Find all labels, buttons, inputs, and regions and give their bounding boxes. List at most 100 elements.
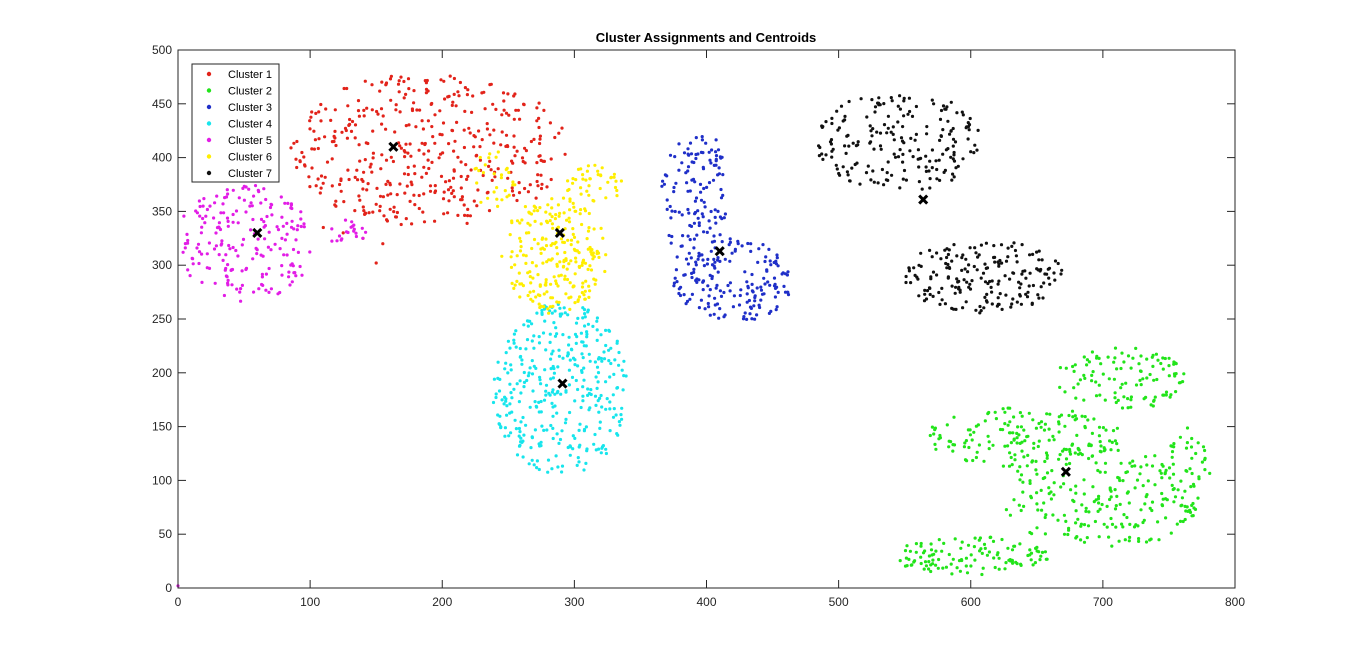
data-point xyxy=(554,213,558,217)
data-point xyxy=(451,176,456,180)
data-point xyxy=(363,158,367,162)
data-point xyxy=(920,187,924,191)
data-point xyxy=(546,458,551,462)
data-point xyxy=(824,120,828,124)
data-point xyxy=(460,195,464,199)
data-point xyxy=(1196,441,1200,445)
data-point xyxy=(759,285,763,289)
data-point xyxy=(1178,381,1182,385)
data-point xyxy=(934,549,938,553)
data-point xyxy=(1164,497,1168,501)
data-point xyxy=(1129,405,1133,409)
data-point xyxy=(572,284,576,288)
data-point xyxy=(530,458,534,462)
data-point xyxy=(1060,268,1064,272)
data-point xyxy=(965,280,969,284)
data-point xyxy=(990,290,994,294)
data-point xyxy=(1136,524,1140,528)
data-point xyxy=(581,385,585,389)
data-point xyxy=(577,265,582,269)
data-point xyxy=(520,218,524,222)
data-point xyxy=(526,221,530,225)
data-point xyxy=(538,141,542,146)
data-point xyxy=(1169,444,1173,448)
data-point xyxy=(974,455,979,460)
data-point xyxy=(1031,418,1035,422)
data-point xyxy=(231,245,235,250)
data-point xyxy=(221,258,225,262)
data-point xyxy=(901,177,905,181)
data-point xyxy=(310,110,314,114)
data-point xyxy=(498,377,502,381)
data-point xyxy=(412,89,416,93)
data-point xyxy=(898,148,902,152)
data-point xyxy=(506,371,510,375)
data-point xyxy=(963,441,967,445)
data-point xyxy=(1201,445,1206,449)
data-point xyxy=(584,461,588,465)
data-point xyxy=(1132,525,1137,529)
data-point xyxy=(599,451,603,455)
data-point xyxy=(1028,479,1032,483)
data-point xyxy=(303,164,307,168)
data-point xyxy=(467,126,471,130)
data-point xyxy=(1203,468,1207,472)
data-point xyxy=(939,108,944,113)
data-point xyxy=(568,197,572,201)
y-tick-label: 450 xyxy=(152,97,172,111)
data-point xyxy=(964,257,968,261)
data-point xyxy=(226,283,230,287)
data-point xyxy=(386,193,390,197)
data-point xyxy=(1150,500,1155,504)
data-point xyxy=(707,181,712,185)
legend-label: Cluster 4 xyxy=(228,119,272,131)
data-point xyxy=(573,363,577,367)
data-point xyxy=(267,230,271,234)
data-point xyxy=(526,374,531,378)
data-point xyxy=(557,274,561,278)
data-point xyxy=(285,221,289,225)
data-point xyxy=(566,188,570,193)
data-point xyxy=(463,213,467,217)
data-point xyxy=(1203,456,1207,460)
data-point xyxy=(382,214,386,218)
data-point xyxy=(1022,504,1026,508)
data-point xyxy=(259,253,263,257)
data-point xyxy=(944,565,949,569)
data-point xyxy=(682,293,686,297)
data-point xyxy=(594,403,598,407)
data-point xyxy=(1109,495,1113,499)
data-point xyxy=(1045,412,1049,416)
data-point xyxy=(452,76,456,81)
data-point xyxy=(504,351,508,355)
data-point xyxy=(1034,459,1038,463)
data-point xyxy=(592,199,596,203)
data-point xyxy=(968,287,973,291)
data-point xyxy=(958,569,963,573)
data-point xyxy=(940,549,944,553)
data-point xyxy=(1039,420,1044,424)
data-point xyxy=(543,368,547,372)
data-point xyxy=(521,253,526,257)
data-point xyxy=(316,146,320,151)
data-point xyxy=(839,104,844,108)
data-point xyxy=(891,125,895,129)
data-point xyxy=(976,128,980,132)
data-point xyxy=(562,306,566,310)
data-point xyxy=(990,302,994,306)
data-point xyxy=(668,204,672,209)
data-point xyxy=(538,444,542,448)
data-point xyxy=(786,270,790,274)
data-point xyxy=(1146,479,1150,483)
data-point xyxy=(709,249,713,253)
data-point xyxy=(1025,435,1029,439)
data-point xyxy=(703,205,707,209)
data-point xyxy=(517,271,521,275)
data-point xyxy=(951,126,955,131)
data-point xyxy=(952,150,956,155)
data-point xyxy=(705,185,709,189)
data-point xyxy=(1085,536,1089,540)
data-point xyxy=(406,165,410,169)
data-point xyxy=(1042,428,1047,432)
data-point xyxy=(374,202,378,206)
